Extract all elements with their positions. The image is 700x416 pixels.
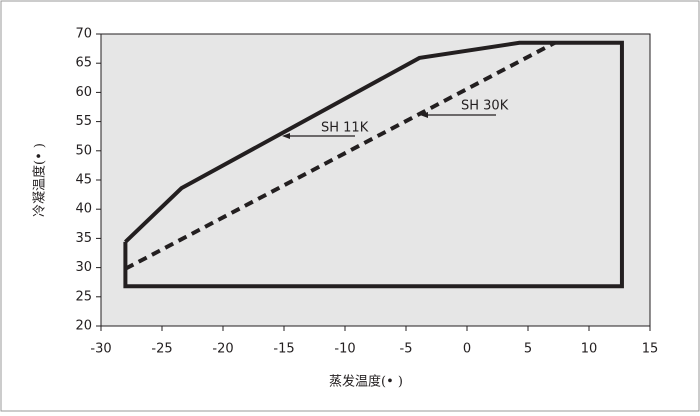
y-tick-label: 35 [75, 231, 92, 246]
x-tick-label: -10 [334, 342, 355, 357]
x-tick-label: 15 [642, 342, 659, 357]
series-line [124, 40, 556, 271]
y-tick-label: 30 [75, 260, 92, 275]
plot-area [100, 33, 651, 327]
y-tick-label: 50 [75, 143, 92, 158]
y-tick-label: 70 [75, 27, 92, 42]
y-tick-label: 45 [75, 173, 92, 188]
x-tick-label: -15 [273, 342, 294, 357]
annotation-arrow-head [420, 112, 428, 118]
y-tick-label: 25 [75, 289, 92, 304]
y-tick-label: 40 [75, 202, 92, 217]
y-tick-label: 60 [75, 85, 92, 100]
annotation: SH 11K [321, 121, 369, 136]
x-tick-label: -30 [90, 342, 111, 357]
x-axis-label: 蒸发温度(• ) [329, 374, 403, 390]
y-tick-label: 55 [75, 114, 92, 129]
series-line [123, 40, 624, 289]
annotation: SH 30K [461, 99, 509, 114]
x-tick-label: -25 [151, 342, 172, 357]
y-axis-label: 冷凝温度(• ) [32, 143, 48, 217]
x-tick-label: 10 [581, 342, 598, 357]
x-tick-label: 5 [524, 342, 532, 357]
x-tick-label: -20 [212, 342, 233, 357]
x-tick-label: 0 [463, 342, 471, 357]
y-tick-label: 20 [75, 319, 92, 334]
y-tick-label: 65 [75, 56, 92, 71]
x-tick-label: -5 [400, 342, 413, 357]
annotation-arrow-head [282, 133, 290, 139]
